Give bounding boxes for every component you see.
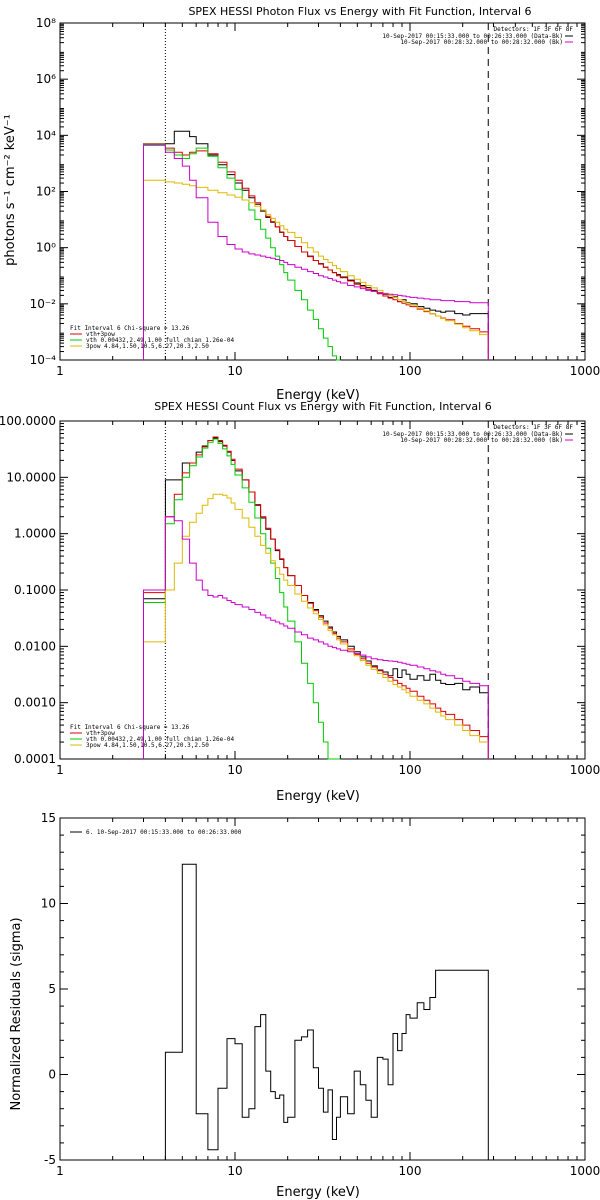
x-tick-label: 1000 <box>570 1164 600 1178</box>
y-tick-label: 1.0000 <box>14 527 56 541</box>
series-line <box>143 143 341 361</box>
legend-header: Fit Interval 6 Chi-square = 13.26 <box>70 724 190 731</box>
legend-entry-label: 6. 10-Sep-2017 00:15:33.000 to 00:26:33.… <box>86 829 242 836</box>
x-tick-label: 1000 <box>570 763 600 777</box>
panel-title: SPEX HESSI Count Flux vs Energy with Fit… <box>154 400 491 413</box>
legend-entry-label: 3pow 4.84,1.50,10.5,6.27,20.3,2.50 <box>86 742 209 749</box>
y-tick-label: 0 <box>48 1068 56 1082</box>
residuals-panel: Energy (keV) Normalized Residuals (sigma… <box>9 811 600 1200</box>
x-tick-label: 1 <box>56 763 64 777</box>
series-line <box>143 130 489 360</box>
y-tick-label: 10⁻² <box>30 297 57 311</box>
x-tick-label: 10 <box>227 364 242 378</box>
series-line <box>143 179 489 360</box>
legend-entry-label: vth+3pow <box>86 730 115 737</box>
x-axis-label: Energy (keV) <box>276 1185 360 1200</box>
y-tick-label: 5 <box>48 982 56 996</box>
series-line <box>143 516 489 759</box>
legend-entry-label: 10-Sep-2017 00:28:32.000 to 00:28:32.000… <box>400 437 563 444</box>
photon-flux-panel: SPEX HESSI Photon Flux vs Energy with Fi… <box>3 5 600 403</box>
legend-entry-label: 10-Sep-2017 00:15:33.000 to 00:26:33.000… <box>382 33 563 40</box>
y-tick-label: 0.1000 <box>14 583 56 597</box>
y-tick-label: 0.0010 <box>14 696 56 710</box>
legend-entry-label: vth 0.00432,2.49,1.00 full chian 1.26e-0… <box>86 337 234 344</box>
y-tick-label: 10.0000 <box>6 470 56 484</box>
y-tick-label: 15 <box>41 811 56 825</box>
x-tick-label: 1 <box>56 1164 64 1178</box>
legend-entry-label: 3pow 4.84,1.50,10.5,6.27,20.3,2.50 <box>86 343 209 350</box>
series-line <box>164 863 489 1160</box>
plot-frame <box>59 817 586 1161</box>
legend-entry-label: 10-Sep-2017 00:28:32.000 to 00:28:32.000… <box>400 39 563 46</box>
y-tick-label: 10⁶ <box>36 72 56 86</box>
y-axis-label: photons s⁻¹ cm⁻² keV⁻¹ <box>3 114 18 266</box>
y-tick-label: -5 <box>44 1153 56 1167</box>
y-tick-label: 10⁸ <box>36 16 56 30</box>
legend-entry-label: vth+3pow <box>86 331 115 338</box>
y-axis-label: Normalized Residuals (sigma) <box>9 917 24 1110</box>
y-tick-label: 10⁻⁴ <box>30 353 57 367</box>
x-tick-label: 1000 <box>570 364 600 378</box>
plot-area: 1 10 100 1000 10⁻⁴ 10⁻² 10⁰ 10² 10⁴ 10⁶ 10⁸ Detecto… <box>30 16 600 378</box>
series-line <box>143 436 489 759</box>
x-axis-label: Energy (keV) <box>276 388 360 403</box>
legend-entry-label: vth 0.00432,2.49,1.00 full chian 1.26e-0… <box>86 736 234 743</box>
plot-frame <box>59 22 586 361</box>
x-tick-label: 100 <box>399 763 422 777</box>
y-tick-label: 10 <box>41 897 56 911</box>
x-tick-label: 100 <box>399 364 422 378</box>
y-tick-label: 100.0000 <box>0 414 56 428</box>
legend-header: Detectors: 1F 3F 6F 8F <box>494 26 574 33</box>
series-line <box>143 144 489 360</box>
x-tick-label: 100 <box>399 1164 422 1178</box>
plot-area: 1 10 100 1000 0.0001 0.0010 0.0100 0.1000 1.0000… <box>0 414 600 777</box>
y-tick-label: 10² <box>36 185 56 199</box>
x-tick-label: 10 <box>227 763 242 777</box>
legend-entry-label: 10-Sep-2017 00:15:33.000 to 00:26:33.000… <box>382 431 563 438</box>
plot-area: 1 10 100 1000 -5 0 5 10 15 6. 10-Sep-2017 00:15:3… <box>41 811 600 1178</box>
y-tick-label: 0.0001 <box>14 752 56 766</box>
plot-frame <box>59 420 586 760</box>
x-axis-label: Energy (keV) <box>276 789 360 804</box>
legend-header: Fit Interval 6 Chi-square = 13.26 <box>70 325 190 332</box>
series-line <box>143 438 341 760</box>
y-tick-label: 10⁰ <box>36 241 56 255</box>
legend-header: Detectors: 1F 3F 6F 8F <box>494 424 574 431</box>
x-tick-label: 1 <box>56 364 64 378</box>
y-tick-label: 0.0100 <box>14 639 56 653</box>
series-line <box>143 493 489 759</box>
series-line <box>143 437 489 759</box>
count-flux-panel: SPEX HESSI Count Flux vs Energy with Fit… <box>0 400 600 804</box>
panel-title: SPEX HESSI Photon Flux vs Energy with Fi… <box>188 5 531 18</box>
y-tick-label: 10⁴ <box>36 128 56 142</box>
x-tick-label: 10 <box>227 1164 242 1178</box>
